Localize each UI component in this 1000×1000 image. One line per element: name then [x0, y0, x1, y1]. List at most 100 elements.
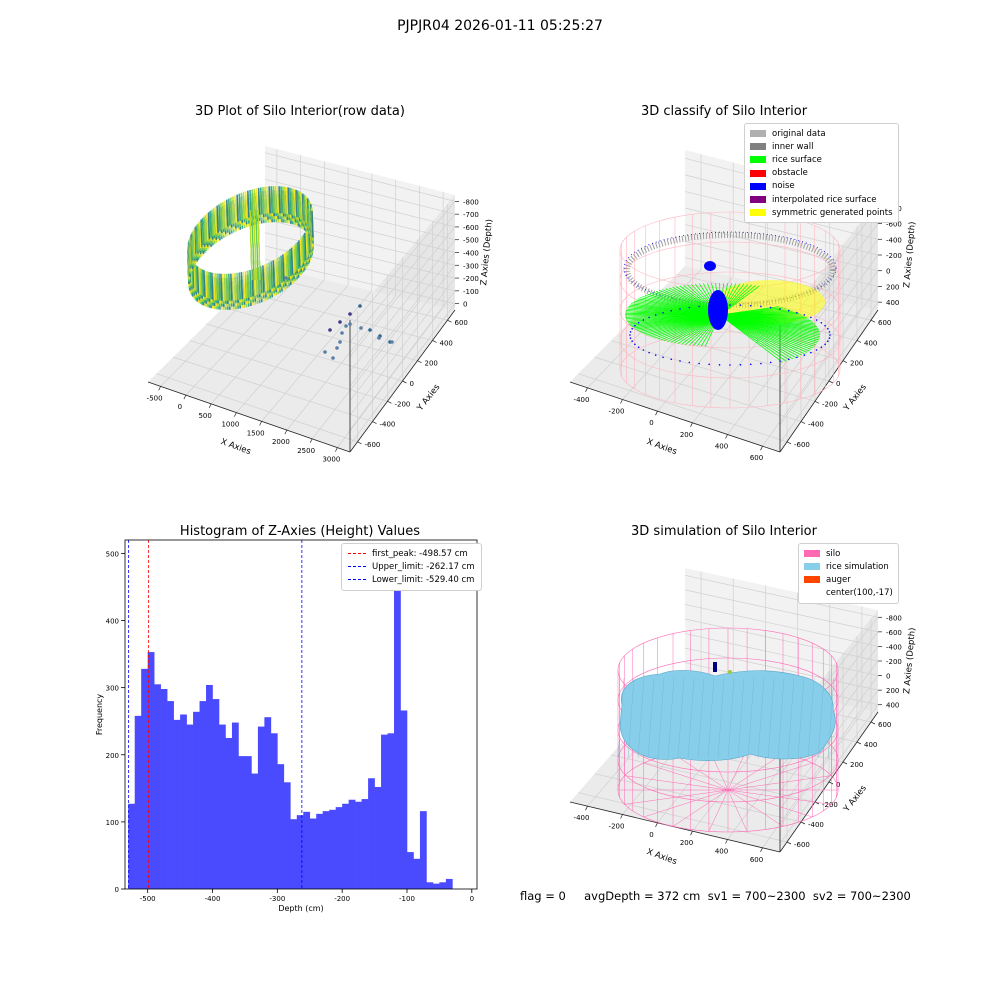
- z-gridline: [684, 633, 879, 676]
- y-tick: [387, 400, 392, 404]
- surface-point: [194, 264, 198, 292]
- noise-point: [642, 319, 645, 321]
- noise-point: [810, 316, 812, 319]
- histogram-bar: [329, 809, 336, 889]
- surface-point: [255, 188, 259, 216]
- y-tick-label: -600: [794, 441, 810, 449]
- outlier-point: [284, 276, 288, 280]
- surface-point: [251, 189, 254, 217]
- x-tick: [725, 839, 728, 844]
- outlier-point: [377, 336, 381, 340]
- surface-point: [292, 188, 295, 216]
- z-gridline: [684, 618, 879, 662]
- legend-label: rice surface: [772, 154, 822, 165]
- x-tick: [655, 411, 658, 416]
- outlier-point: [338, 320, 342, 324]
- y-axis-label: Frequency: [95, 694, 104, 736]
- z-tick-label: -400: [886, 236, 902, 244]
- y-tick: [870, 319, 876, 323]
- x-tick: [620, 399, 623, 404]
- histogram-bar: [335, 807, 343, 889]
- surface-point: [218, 204, 221, 232]
- silo-floor-spoke: [624, 775, 729, 791]
- z-axis-label: Z Axies (Depth): [479, 219, 495, 286]
- surface-point: [238, 193, 242, 221]
- surface-point: [240, 192, 244, 220]
- z-tick-label: 200: [886, 687, 899, 695]
- center-spike-point: [257, 209, 261, 281]
- histogram-bar: [225, 737, 233, 889]
- surface-point: [195, 265, 199, 293]
- noise-point: [820, 321, 823, 324]
- z-tick-label: 0: [886, 268, 890, 276]
- surface-point: [199, 268, 202, 296]
- surface-point: [203, 216, 206, 244]
- histogram-bar: [193, 711, 200, 889]
- z-gridline: [349, 290, 456, 431]
- z-gridline: [349, 277, 456, 416]
- z-gridline: [684, 589, 879, 633]
- z-tick-label: 200: [886, 283, 899, 291]
- histogram-bar: [277, 764, 285, 889]
- panel4-title: 3D simulation of Silo Interior: [631, 524, 817, 539]
- surface-point: [274, 259, 278, 287]
- noise-point: [629, 334, 631, 336]
- simulation-3d-plot: -400 -200 0 200 400 600 600 400 200 0 -200 -400 -600…: [569, 568, 918, 867]
- z-tick-label: 400: [886, 299, 899, 307]
- surface-point: [201, 218, 205, 246]
- noise-point: [760, 362, 762, 365]
- x-tick: [284, 429, 288, 435]
- surface-point: [278, 186, 281, 214]
- x-tick: [655, 822, 658, 827]
- surface-point: [230, 273, 233, 301]
- y-tick-label: 200: [425, 360, 438, 368]
- center-spike-point: [249, 209, 253, 281]
- z-gridline: [684, 647, 879, 691]
- surface-point: [266, 186, 269, 214]
- y-tick-label: 100: [106, 819, 119, 827]
- rice-surface-ray: [719, 314, 794, 360]
- surface-point: [236, 194, 239, 222]
- x-tick: [725, 434, 728, 439]
- noise-point: [803, 314, 806, 316]
- z-gridline: [779, 704, 879, 844]
- x-tick-label: 200: [680, 431, 693, 439]
- y-tick-label: 400: [864, 741, 877, 749]
- surface-point: [287, 250, 290, 278]
- noise-point: [637, 321, 640, 324]
- noise-point: [749, 304, 752, 307]
- surface-point: [259, 266, 263, 294]
- legend-line: [348, 566, 366, 568]
- y-gridline: [578, 792, 788, 843]
- silo-floor-spoke: [643, 789, 729, 818]
- noise-point: [779, 360, 781, 362]
- surface-point: [262, 187, 265, 215]
- legend-item: interpolated rice surface: [750, 193, 893, 206]
- noise-point: [670, 358, 673, 361]
- silo-floor-spoke: [624, 789, 729, 805]
- surface-point: [214, 206, 218, 234]
- y-tick-label: 200: [850, 761, 863, 769]
- surface-mesh-line: [807, 677, 815, 759]
- noise-point: [670, 309, 673, 312]
- legend-swatch: [804, 563, 820, 571]
- surface-point: [204, 215, 208, 243]
- x-tick: [259, 421, 262, 426]
- noise-point: [648, 351, 650, 354]
- x-tick-label: 200: [680, 839, 693, 847]
- surface-point: [225, 273, 229, 301]
- z-gridline: [779, 301, 879, 444]
- x-tick: [585, 806, 588, 811]
- surface-point: [259, 187, 263, 215]
- z-tick-label: -600: [463, 224, 479, 232]
- surface-point: [282, 186, 285, 214]
- z-gridline: [779, 239, 879, 371]
- center-spike-point: [253, 209, 257, 281]
- rice-surface-ray: [719, 314, 787, 362]
- noise-point: [631, 340, 633, 343]
- rice-simulation-surface: [620, 670, 836, 761]
- noise-point: [718, 364, 721, 366]
- x-tick-label: 400: [715, 848, 728, 856]
- histogram-bar: [206, 684, 213, 889]
- y-gridline: [156, 373, 358, 443]
